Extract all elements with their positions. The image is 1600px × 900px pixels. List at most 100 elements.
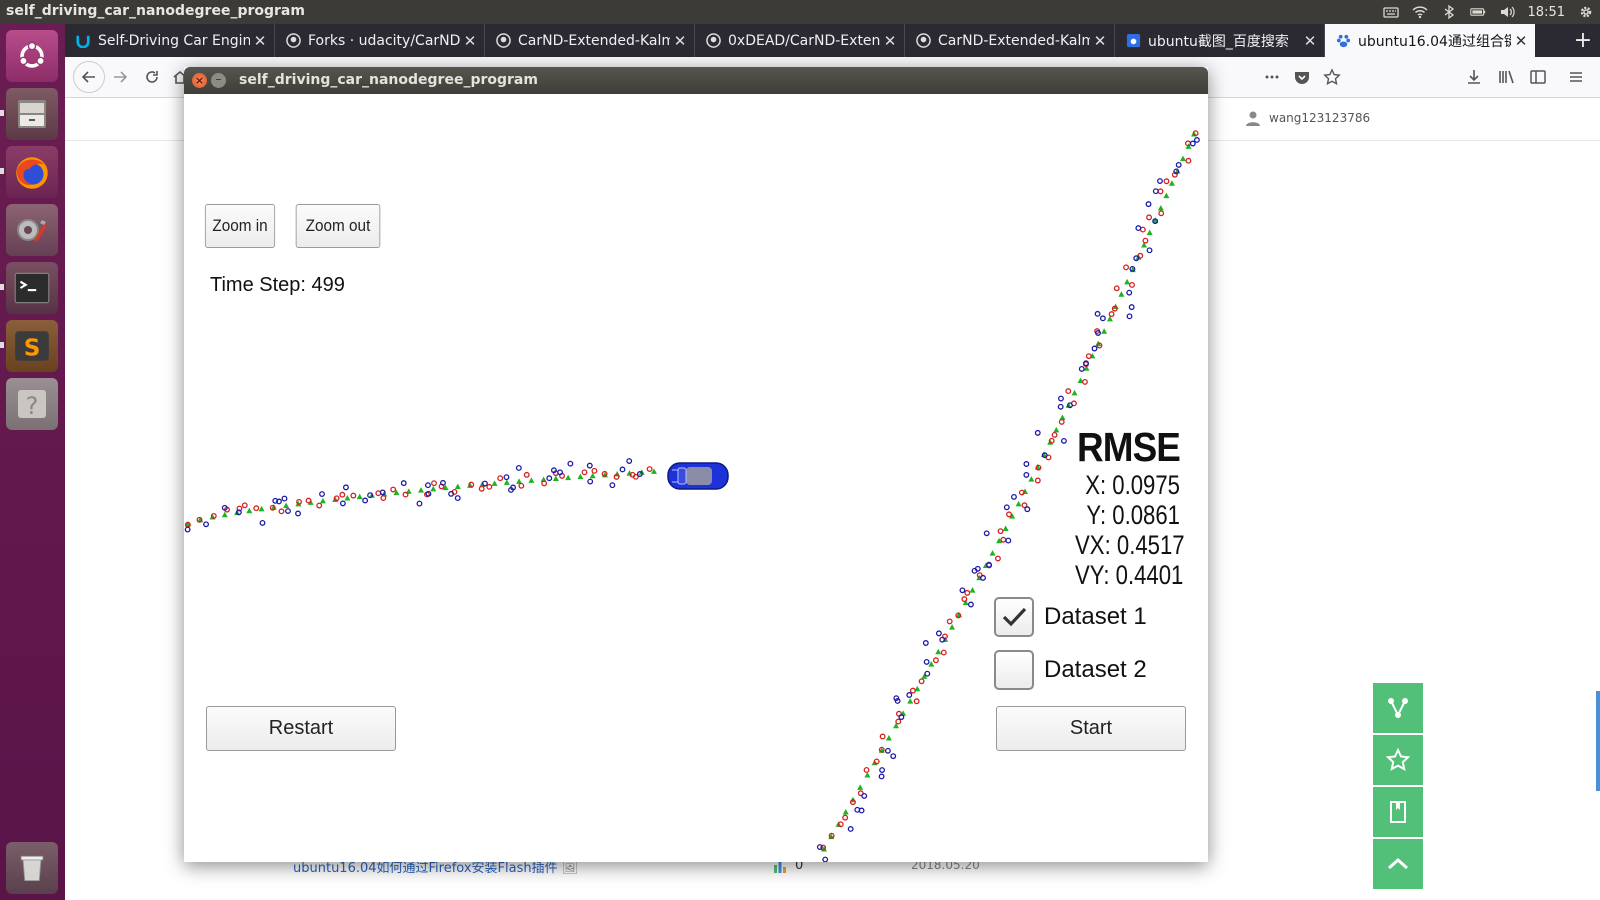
page-actions-menu-icon[interactable] — [1259, 64, 1285, 90]
zoom-out-button[interactable]: Zoom out — [295, 204, 381, 248]
rmse-x: X: 0.0975 — [1085, 470, 1180, 500]
close-tab-icon[interactable]: ✕ — [1514, 31, 1528, 50]
settings-gear-icon[interactable] — [1578, 4, 1594, 20]
close-tab-icon[interactable]: ✕ — [673, 31, 687, 50]
article-link[interactable]: ubuntu16.04如何通过Firefox安装Flash插件 🖼 — [293, 857, 578, 876]
hamburger-menu-icon[interactable] — [1563, 64, 1589, 90]
lidar-point — [478, 485, 485, 492]
lidar-point — [253, 505, 260, 512]
ground-truth-marker — [885, 735, 892, 741]
dataset-2-option[interactable]: Dataset 2 — [994, 647, 1147, 693]
radar-point — [440, 479, 446, 486]
share-button[interactable] — [1373, 683, 1423, 733]
ground-truth-marker — [540, 476, 547, 482]
close-tab-icon[interactable]: ✕ — [883, 31, 897, 50]
tab-0xdead-carnd[interactable]: 0xDEAD/CarND-Exten ✕ — [695, 24, 905, 57]
ubuntu-logo-icon[interactable] — [6, 30, 58, 82]
volume-icon[interactable] — [1499, 4, 1515, 20]
page-scrollbar-thumb[interactable] — [1596, 691, 1600, 791]
close-tab-icon[interactable]: ✕ — [1303, 31, 1317, 50]
battery-icon[interactable] — [1469, 4, 1486, 20]
wifi-icon[interactable] — [1412, 4, 1428, 20]
window-minimize-icon[interactable]: – — [211, 73, 226, 88]
bluetooth-icon[interactable] — [1441, 4, 1457, 20]
tab-ubuntu-screenshot-baidu[interactable]: ubuntu截图_百度搜索 ✕ — [1115, 24, 1325, 57]
trash-icon[interactable] — [6, 842, 58, 894]
dataset-2-checkbox[interactable] — [994, 650, 1034, 690]
simulator-titlebar[interactable]: × – self_driving_car_nanodegree_program — [184, 67, 1208, 94]
tab-carnd-extended-kalman-1[interactable]: CarND-Extended-Kalm ✕ — [485, 24, 695, 57]
lidar-point — [873, 758, 880, 765]
radar-point — [1023, 471, 1030, 478]
tab-label: CarND-Extended-Kalm — [938, 32, 1090, 49]
window-close-icon[interactable]: × — [192, 73, 207, 88]
user-info[interactable]: wang123123786 — [1245, 110, 1370, 126]
article-count-value: 0 — [795, 858, 804, 873]
radar-point — [816, 844, 823, 850]
ground-truth-marker — [1022, 488, 1028, 494]
keyboard-icon[interactable] — [1382, 4, 1399, 20]
lidar-point — [994, 555, 1001, 562]
reload-icon[interactable] — [139, 64, 165, 90]
new-tab-button[interactable]: + — [1573, 28, 1593, 53]
radar-point — [1126, 289, 1133, 296]
lidar-point — [1035, 464, 1042, 471]
zoom-in-button[interactable]: Zoom in — [204, 204, 276, 248]
lidar-point — [964, 589, 971, 596]
radar-point — [1083, 360, 1089, 367]
tab-carnd-extended-kalman-2[interactable]: CarND-Extended-Kalm ✕ — [905, 24, 1115, 57]
ground-truth-marker — [577, 473, 584, 480]
forward-arrow-icon[interactable] — [107, 64, 133, 90]
radar-point — [959, 587, 966, 594]
files-icon[interactable] — [6, 88, 58, 140]
back-arrow-icon[interactable] — [73, 61, 105, 93]
close-tab-icon[interactable]: ✕ — [253, 31, 267, 50]
radar-point — [922, 640, 929, 646]
back-to-top-button[interactable] — [1373, 839, 1423, 889]
lidar-point — [1048, 437, 1055, 444]
tab-self-driving-car-engine[interactable]: Self-Driving Car Engine ✕ — [65, 24, 275, 57]
pocket-icon[interactable] — [1289, 64, 1315, 90]
sublime-text-icon[interactable]: S — [6, 320, 58, 372]
top-panel: self_driving_car_nanodegree_program 18:5… — [0, 0, 1600, 24]
library-icon[interactable] — [1493, 64, 1519, 90]
ground-truth-marker — [454, 483, 461, 489]
ground-truth-marker — [1141, 241, 1148, 248]
lidar-point — [1113, 285, 1120, 292]
radar-point — [515, 465, 522, 471]
tab-ubuntu1604-shortcut[interactable]: ubuntu16.04通过组合键 ✕ — [1325, 24, 1535, 57]
favorite-button[interactable] — [1373, 735, 1423, 785]
rmse-vy: VY: 0.4401 — [1075, 560, 1184, 590]
start-button[interactable]: Start — [996, 706, 1186, 751]
lidar-point — [1006, 511, 1012, 518]
radar-point — [285, 508, 291, 514]
bookmark-star-icon[interactable] — [1319, 64, 1345, 90]
restart-button[interactable]: Restart — [206, 706, 396, 751]
radar-point — [1133, 255, 1140, 262]
lidar-point — [842, 814, 849, 821]
ground-truth-marker — [864, 772, 871, 778]
system-settings-icon[interactable] — [6, 204, 58, 256]
radar-point — [425, 490, 432, 497]
dataset-1-checkbox[interactable] — [994, 597, 1034, 637]
radar-point — [567, 460, 574, 467]
sidebar-icon[interactable] — [1525, 64, 1551, 90]
terminal-icon[interactable] — [6, 262, 58, 314]
close-tab-icon[interactable]: ✕ — [463, 31, 477, 50]
radar-point — [619, 466, 626, 473]
tab-forks-udacity[interactable]: Forks · udacity/CarND ✕ — [275, 24, 485, 57]
radar-point — [546, 475, 553, 482]
downloads-icon[interactable] — [1461, 64, 1487, 90]
simulator-canvas[interactable]: Zoom in Zoom out Time Step: 499 RMSE X: … — [184, 94, 1208, 862]
close-tab-icon[interactable]: ✕ — [1093, 31, 1107, 50]
clock[interactable]: 18:51 — [1527, 4, 1565, 20]
ground-truth-marker — [356, 493, 363, 500]
firefox-icon[interactable] — [6, 146, 58, 198]
bookmark-button[interactable] — [1373, 787, 1423, 837]
dataset-1-option[interactable]: Dataset 1 — [994, 594, 1147, 640]
radar-point — [822, 856, 829, 862]
rmse-vx: VX: 0.4517 — [1075, 530, 1185, 560]
lidar-point — [296, 498, 302, 505]
help-icon[interactable]: ? — [6, 378, 58, 430]
lidar-point — [380, 495, 387, 501]
